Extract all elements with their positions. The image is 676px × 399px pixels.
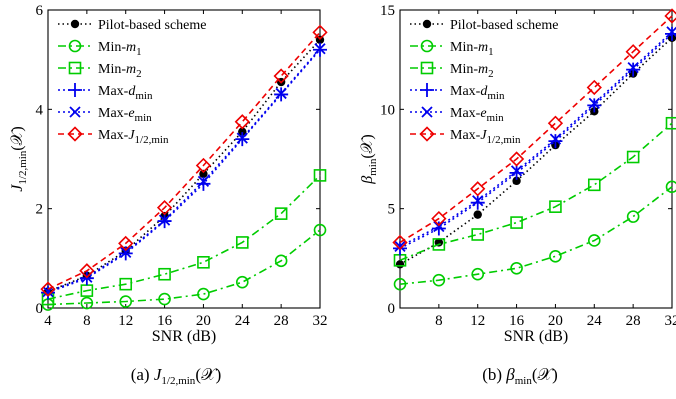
panel-caption: (b) βmin(𝒳) <box>482 365 558 387</box>
marker-square-2 <box>472 229 483 240</box>
marker-circle-2 <box>120 296 131 307</box>
x-tick-label: 24 <box>587 313 603 329</box>
y-axis-label: βmin(𝒳) <box>359 134 379 185</box>
marker-plus-1 <box>432 222 446 236</box>
legend: Pilot-based scheme Min-m1 Min-m2 Max-dmin Ma… <box>410 18 558 146</box>
marker-circle-4 <box>550 251 561 262</box>
legend-label: Min-m2 <box>450 62 494 80</box>
series-line-1 <box>400 187 672 284</box>
y-tick-label: 10 <box>380 102 395 118</box>
marker-square-3 <box>511 217 522 228</box>
marker-circle-1 <box>433 275 444 286</box>
marker-plus-legend <box>420 83 434 97</box>
x-tick-label: 12 <box>470 313 485 329</box>
chart-panel-1: 8 12 16 20 24 28 32 0 5 10 15 Pilot-based scheme Min… <box>359 3 676 387</box>
marker-circle-legend <box>422 41 433 52</box>
legend-label: Min-m2 <box>98 62 142 80</box>
y-tick-label: 5 <box>388 202 396 218</box>
y-tick-label: 2 <box>36 202 44 218</box>
x-tick-label: 32 <box>665 313 676 329</box>
y-tick-label: 6 <box>36 3 44 19</box>
x-tick-label: 28 <box>626 313 641 329</box>
y-tick-label: 15 <box>380 3 395 19</box>
marker-circle-0 <box>395 279 406 290</box>
marker-circle-7 <box>315 225 326 236</box>
x-axis-label: SNR (dB) <box>504 328 568 345</box>
marker-circle-legend <box>70 41 81 52</box>
marker-diamond-7 <box>666 9 676 22</box>
legend-label: Pilot-based scheme <box>450 18 558 33</box>
marker-dot-legend <box>423 20 431 28</box>
legend-label: Min-m1 <box>450 40 494 58</box>
marker-plus-6 <box>626 63 640 77</box>
x-tick-label: 24 <box>235 313 251 329</box>
marker-square-5 <box>589 179 600 190</box>
legend-label: Max-emin <box>98 106 152 124</box>
marker-circle-6 <box>276 255 287 266</box>
legend-label: Max-emin <box>450 106 504 124</box>
marker-circle-6 <box>628 211 639 222</box>
marker-square-3 <box>159 269 170 280</box>
series-line-0 <box>48 40 320 292</box>
x-tick-label: 8 <box>83 313 91 329</box>
marker-circle-2 <box>472 269 483 280</box>
x-tick-label: 32 <box>313 313 328 329</box>
marker-circle-3 <box>159 294 170 305</box>
y-tick-label: 4 <box>36 102 44 118</box>
marker-circle-5 <box>589 235 600 246</box>
series-line-2 <box>48 175 320 299</box>
x-axis-label: SNR (dB) <box>152 328 216 345</box>
marker-plus-legend <box>68 83 82 97</box>
legend: Pilot-based scheme Min-m1 Min-m2 Max-dmin Ma… <box>58 18 206 146</box>
marker-dot-legend <box>71 20 79 28</box>
x-tick-label: 16 <box>509 313 525 329</box>
marker-circle-7 <box>667 181 676 192</box>
marker-dot-2 <box>474 210 482 218</box>
marker-circle-1 <box>81 298 92 309</box>
x-tick-label: 16 <box>157 313 173 329</box>
y-tick-label: 0 <box>388 301 396 317</box>
y-axis-label: J1/2,min(𝒳) <box>9 126 29 191</box>
legend-label: Max-J1/2,min <box>450 128 521 146</box>
x-tick-label: 12 <box>118 313 133 329</box>
marker-circle-4 <box>198 289 209 300</box>
panel-caption: (a) J1/2,min(𝒳) <box>131 365 222 387</box>
x-tick-label: 8 <box>435 313 443 329</box>
marker-circle-5 <box>237 277 248 288</box>
x-tick-label: 20 <box>196 313 211 329</box>
legend-label: Max-dmin <box>98 84 153 102</box>
legend-label: Max-J1/2,min <box>98 128 169 146</box>
x-tick-label: 4 <box>44 313 52 329</box>
x-tick-label: 20 <box>548 313 563 329</box>
legend-label: Min-m1 <box>98 40 142 58</box>
legend-label: Pilot-based scheme <box>98 18 206 33</box>
marker-dot-0 <box>396 260 404 268</box>
legend-label: Max-dmin <box>450 84 505 102</box>
marker-plus-4 <box>196 177 210 191</box>
x-tick-label: 28 <box>274 313 289 329</box>
marker-circle-3 <box>511 263 522 274</box>
series-line-5 <box>400 16 672 242</box>
marker-square-4 <box>198 257 209 268</box>
